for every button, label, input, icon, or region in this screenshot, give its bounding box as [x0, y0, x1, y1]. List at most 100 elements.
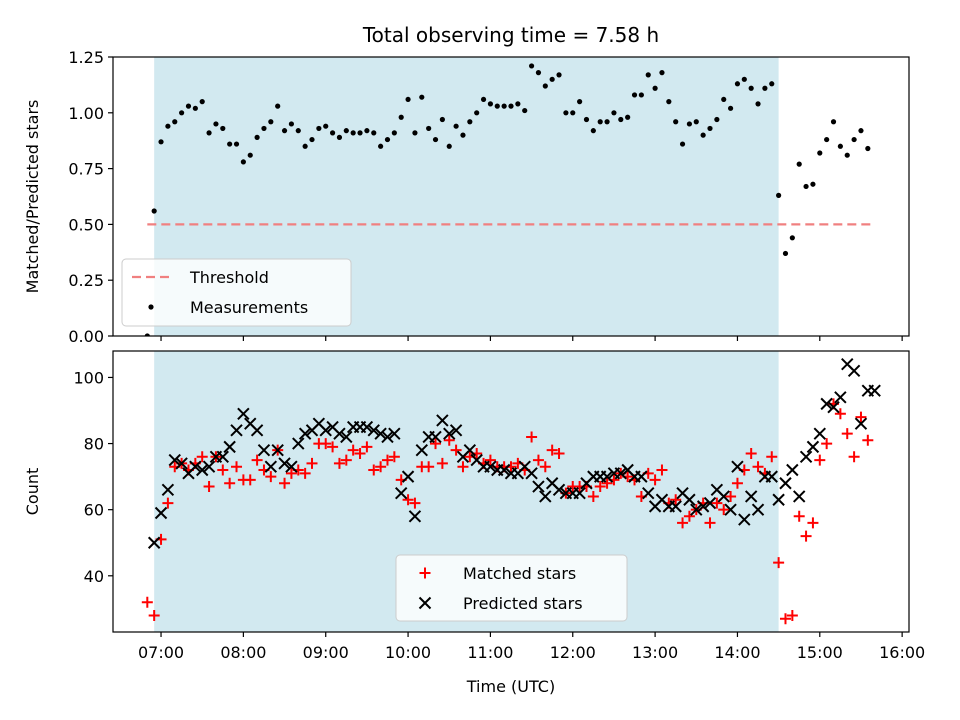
measurement-point	[528, 63, 535, 69]
predicted-star-point	[264, 460, 278, 473]
measurement-point	[631, 92, 638, 98]
predicted-star-point	[175, 457, 188, 470]
measurement-point	[316, 125, 322, 132]
y-tick-label: 0.75	[68, 160, 104, 179]
matched-star-point	[251, 454, 263, 466]
matched-star-point	[793, 510, 805, 522]
matched-star-point	[546, 444, 558, 456]
matched-star-point	[779, 613, 791, 625]
legend: Threshold Measurements	[121, 258, 352, 327]
matched-star-point	[484, 454, 496, 466]
measurement-point	[782, 250, 789, 257]
measurement-point	[220, 125, 226, 132]
matched-star-point	[203, 481, 215, 493]
y-tick-label: 80	[84, 435, 104, 454]
matched-star-point	[375, 461, 387, 473]
predicted-star-point	[751, 503, 765, 516]
predicted-star-point	[484, 460, 497, 473]
predicted-star-point	[806, 440, 820, 454]
measurement-point	[199, 99, 205, 105]
matched-star-point	[711, 497, 723, 509]
predicted-star-point	[443, 427, 456, 440]
measurement-point	[652, 85, 658, 91]
measurement-point	[830, 119, 837, 125]
matched-star-point	[718, 504, 730, 516]
x-tick-label: 07:00	[138, 643, 184, 662]
legend-predicted-label: Predicted stars	[463, 594, 583, 613]
measurement-point	[247, 152, 253, 158]
measurement-point	[453, 123, 459, 129]
predicted-star-point	[717, 490, 730, 503]
legend-matched-label: Matched stars	[463, 564, 576, 583]
predicted-star-point	[340, 430, 353, 444]
matched-star-point	[841, 428, 853, 440]
y-tick-label: 0.00	[68, 327, 104, 346]
predicted-star-point	[449, 424, 463, 437]
measurement-point	[625, 114, 631, 120]
measurement-point	[412, 130, 418, 136]
measurement-point	[364, 128, 370, 134]
measurement-point	[563, 110, 569, 116]
measurement-point	[227, 141, 233, 147]
matched-star-point	[327, 441, 339, 453]
predicted-star-point	[779, 477, 792, 490]
predicted-star-point	[154, 506, 168, 520]
measurement-point	[727, 105, 734, 111]
measurement-point	[501, 103, 507, 109]
matched-star-point	[656, 464, 668, 476]
measurement-point	[638, 92, 644, 98]
predicted-star-point	[614, 467, 628, 480]
predicted-star-point	[744, 490, 758, 503]
measurement-point	[741, 76, 747, 82]
predicted-star-point	[690, 503, 703, 516]
measurement-point	[577, 99, 583, 105]
measurement-point	[570, 110, 576, 116]
measurement-point	[673, 119, 679, 125]
measurement-point	[734, 81, 741, 87]
measurement-point	[700, 132, 706, 138]
measurement-point	[487, 101, 494, 107]
predicted-star-point	[703, 496, 717, 510]
matched-star-point	[141, 596, 153, 608]
legend-predicted-swatch	[418, 596, 432, 610]
x-tick-label: 16:00	[879, 643, 925, 662]
measurement-point	[158, 139, 164, 145]
measurement-point	[686, 121, 693, 127]
matched-star-point	[347, 444, 359, 456]
measurement-point	[590, 128, 596, 134]
measurement-point	[309, 136, 315, 143]
matched-star-point	[670, 494, 682, 506]
legend-box	[121, 258, 352, 327]
y-tick-label: 40	[84, 567, 104, 586]
measurement-point	[467, 119, 473, 125]
predicted-star-point	[683, 493, 696, 506]
predicted-star-point	[497, 463, 511, 477]
matched-star-point	[306, 457, 318, 469]
measurement-point	[549, 76, 555, 82]
predicted-star-point	[195, 463, 209, 477]
measurement-point	[460, 132, 466, 138]
predicted-star-point	[834, 391, 847, 404]
matched-star-point	[752, 461, 764, 473]
predicted-star-point	[230, 424, 243, 437]
matched-star-point	[457, 461, 469, 473]
predicted-star-point	[202, 460, 216, 473]
measurement-point	[336, 134, 343, 140]
top-panel: 0.00 0.25 0.50 0.75 1.00 1.25 Matched/Predicte…	[23, 48, 910, 346]
matched-star-point	[773, 557, 785, 569]
matched-star-point	[862, 434, 874, 446]
predicted-star-point	[147, 536, 161, 549]
measurement-point	[405, 96, 411, 103]
matched-star-point	[402, 494, 414, 506]
matched-star-point	[436, 457, 448, 469]
measurement-point	[474, 110, 480, 116]
measurement-point	[275, 103, 281, 109]
measurement-point	[789, 235, 795, 241]
predicted-star-point	[539, 490, 552, 503]
measurement-point	[494, 103, 500, 109]
plot-area	[144, 63, 871, 336]
y-axis-title: Matched/Predicted stars	[23, 100, 42, 294]
measurement-point	[522, 107, 528, 114]
matched-star-point	[683, 510, 695, 522]
